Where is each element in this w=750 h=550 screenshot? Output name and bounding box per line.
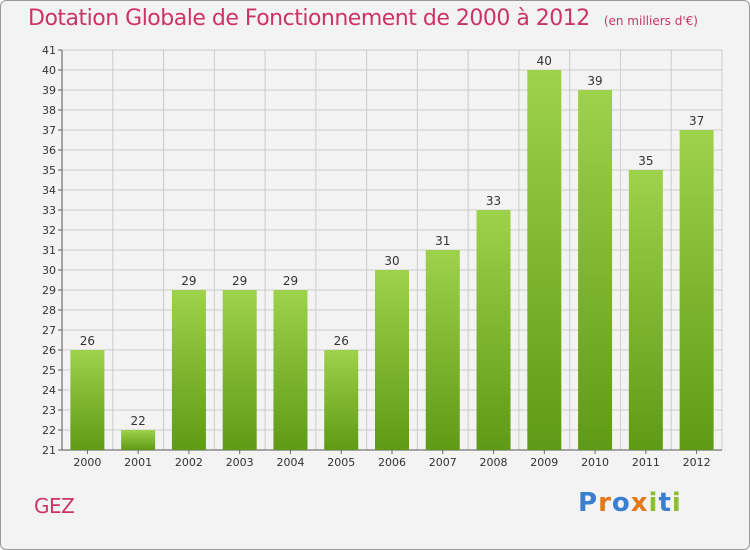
data-label: 40 (537, 54, 552, 68)
y-tick-label: 34 (42, 184, 56, 197)
bars (70, 70, 714, 450)
x-tick-label: 2006 (378, 456, 406, 469)
logo-letter: r (598, 488, 612, 518)
x-tick-label: 2008 (480, 456, 508, 469)
x-tick-label: 2002 (175, 456, 203, 469)
bar (222, 290, 257, 450)
y-tick-label: 33 (42, 204, 56, 217)
bar (578, 90, 613, 450)
x-tick-label: 2009 (530, 456, 558, 469)
y-tick-label: 23 (42, 404, 56, 417)
data-label: 37 (689, 114, 704, 128)
y-tick-label: 38 (42, 104, 56, 117)
bar (476, 210, 511, 450)
x-tick-label: 2007 (429, 456, 457, 469)
data-label: 26 (80, 334, 95, 348)
y-tick-label: 25 (42, 364, 56, 377)
bar (425, 250, 460, 450)
bar (273, 290, 308, 450)
x-tick-label: 2010 (581, 456, 609, 469)
y-tick-label: 22 (42, 424, 56, 437)
chart-unit: (en milliers d'€) (603, 14, 698, 28)
bar (679, 130, 714, 450)
chart-title-text: Dotation Globale de Fonctionnement de 20… (28, 6, 590, 31)
logo-letter: x (630, 488, 649, 518)
logo-letter: i (648, 488, 659, 518)
x-tick-label: 2003 (226, 456, 254, 469)
bar (324, 350, 359, 450)
bar (527, 70, 562, 450)
y-tick-label: 28 (42, 304, 56, 317)
logo-letter: i (671, 488, 682, 518)
y-tick-label: 36 (42, 144, 56, 157)
bar (628, 170, 663, 450)
data-label: 35 (638, 154, 653, 168)
data-label: 29 (232, 274, 247, 288)
y-tick-label: 41 (42, 44, 56, 57)
data-label: 33 (486, 194, 501, 208)
y-tick-label: 31 (42, 244, 56, 257)
y-tick-label: 27 (42, 324, 56, 337)
logo-letter: o (611, 488, 631, 518)
data-label: 31 (435, 234, 450, 248)
bar (70, 350, 105, 450)
y-tick-label: 26 (42, 344, 56, 357)
data-label: 26 (334, 334, 349, 348)
x-tick-label: 2004 (276, 456, 304, 469)
x-tick-label: 2011 (632, 456, 660, 469)
logo-letter: t (658, 488, 672, 518)
data-label: 29 (181, 274, 196, 288)
y-tick-label: 24 (42, 384, 56, 397)
bar (121, 430, 156, 450)
proxiti-logo: Proxiti (578, 488, 682, 518)
data-labels: 26 22 29 29 29 26 30 31 33 40 39 35 37 (80, 54, 705, 428)
logo-letter: P (578, 488, 599, 518)
y-tick-label: 37 (42, 124, 56, 137)
x-tick-label: 2012 (683, 456, 711, 469)
y-tick-label: 39 (42, 84, 56, 97)
place-name: GEZ (34, 494, 75, 518)
y-tick-label: 29 (42, 284, 56, 297)
data-label: 30 (384, 254, 399, 268)
x-tick-label: 2001 (124, 456, 152, 469)
data-label: 39 (587, 74, 602, 88)
y-tick-label: 35 (42, 164, 56, 177)
bar (171, 290, 206, 450)
y-tick-label: 40 (42, 64, 56, 77)
chart-title: Dotation Globale de Fonctionnement de 20… (28, 6, 698, 31)
y-tick-label: 32 (42, 224, 56, 237)
y-tick-label: 21 (42, 444, 56, 457)
bar (375, 270, 409, 450)
y-tick-label: 30 (42, 264, 56, 277)
tick-labels: 21 22 23 24 25 26 27 28 29 30 31 32 33 34 35 36 37 38 39 40… (42, 44, 711, 469)
x-tick-label: 2005 (327, 456, 355, 469)
data-label: 29 (283, 274, 298, 288)
x-tick-label: 2000 (73, 456, 101, 469)
data-label: 22 (131, 414, 146, 428)
